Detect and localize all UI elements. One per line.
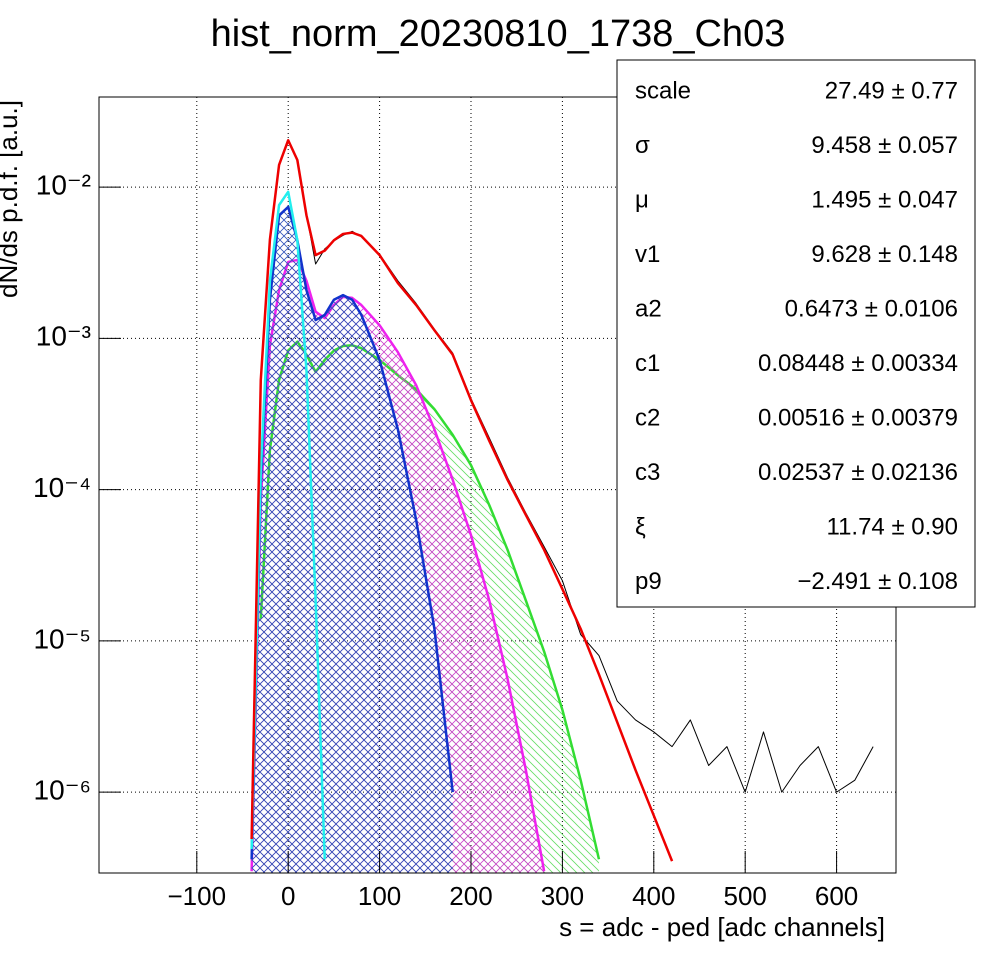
stat-value: 9.458 ± 0.057	[811, 132, 958, 159]
stats-frame	[616, 59, 976, 608]
stat-name: scale	[635, 77, 691, 104]
stat-value: 9.628 ± 0.148	[811, 241, 958, 268]
x-axis-label: s = adc - ped [adc channels]	[559, 912, 885, 942]
y-tick-label: 10⁻⁶	[34, 775, 91, 806]
chart-title: hist_norm_20230810_1738_Ch03	[211, 13, 786, 55]
stat-name: c2	[635, 404, 660, 431]
stat-name: c3	[635, 459, 660, 486]
y-tick-label: 10⁻³	[36, 321, 91, 352]
y-tick-label: 10⁻²	[36, 169, 91, 200]
x-tick-label: 300	[541, 881, 584, 911]
y-axis-label: dN/ds p.d.f. [a.u.]	[0, 100, 23, 298]
curve	[250, 205, 454, 860]
y-tick-label: 10⁻⁵	[33, 623, 91, 654]
stat-value: 0.6473 ± 0.0106	[785, 295, 958, 322]
x-tick-label: 400	[632, 881, 675, 911]
stat-value: 11.74 ± 0.90	[827, 513, 959, 540]
x-tick-label: 100	[358, 881, 401, 911]
stat-value: 0.00516 ± 0.00379	[758, 404, 958, 431]
stat-value: 0.08448 ± 0.00334	[758, 350, 958, 377]
plot-area	[250, 138, 874, 873]
stat-value: −2.491 ± 0.108	[797, 568, 958, 595]
stat-name: p9	[635, 568, 662, 595]
x-tick-label: 500	[723, 881, 766, 911]
stat-value: 1.495 ± 0.047	[811, 186, 958, 213]
axes: −100 0 100 200 300 400 500 600 10⁻⁶ 10⁻⁵ 10⁻⁴ 10⁻³ 1…	[33, 169, 858, 910]
curve	[250, 190, 327, 860]
stat-name: ξ	[635, 513, 646, 540]
y-tick-label: 10⁻⁴	[33, 472, 91, 503]
curve	[250, 138, 674, 862]
stats-box: scale 27.49 ± 0.77 σ 9.458 ± 0.057 μ 1.495 ± …	[616, 59, 976, 608]
stat-name: v1	[635, 241, 660, 268]
x-tick-label: 600	[815, 881, 858, 911]
stat-value: 27.49 ± 0.77	[825, 77, 958, 104]
x-tick-label: 0	[281, 881, 295, 911]
stat-name: σ	[635, 132, 650, 159]
stat-name: a2	[635, 295, 662, 322]
stat-name: μ	[635, 186, 649, 213]
stat-name: c1	[635, 350, 660, 377]
stat-value: 0.02537 ± 0.02136	[758, 459, 958, 486]
x-tick-label: −100	[168, 881, 227, 911]
hatched-area	[251, 206, 453, 873]
x-tick-label: 200	[449, 881, 492, 911]
